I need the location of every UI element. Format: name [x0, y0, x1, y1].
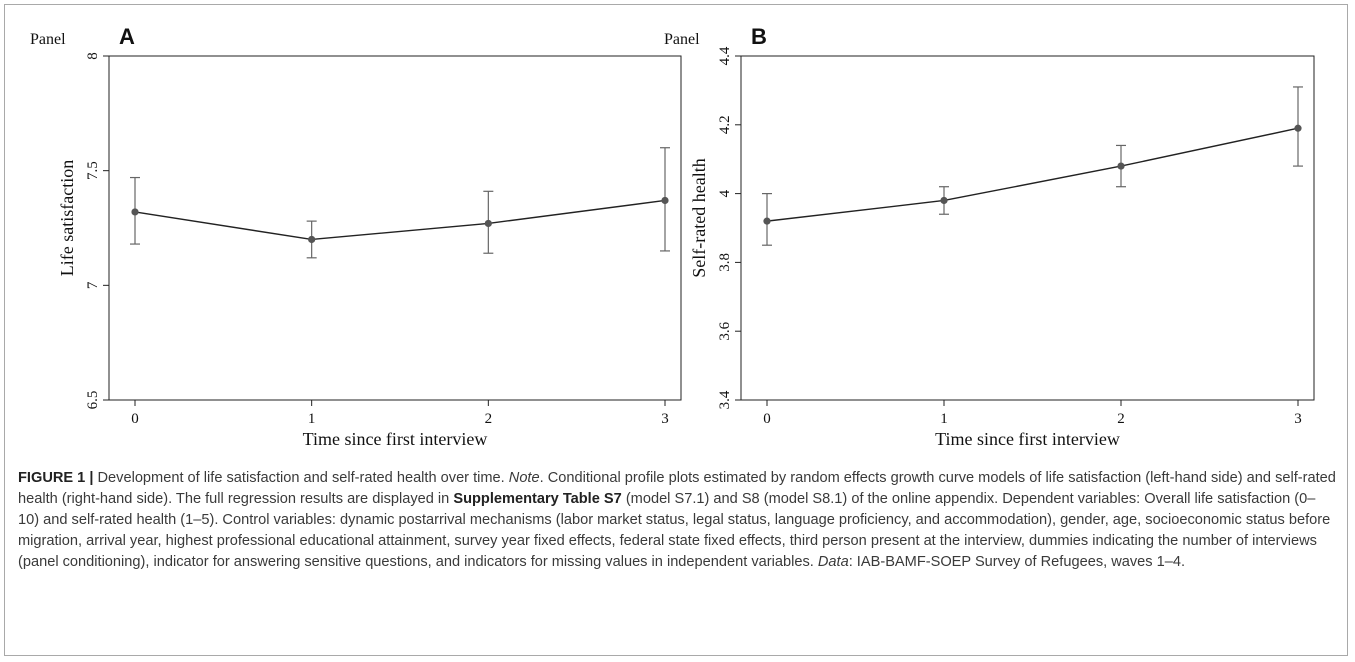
panel-b-x-tick-label: 0: [763, 411, 771, 427]
caption-text-2: . Conditional profile plots estimated by…: [18, 470, 1336, 507]
panel-a-y-tick-label: 7.5: [85, 161, 101, 180]
panel-a-y-tick-label: 7: [85, 281, 101, 289]
panel-b-plot-frame: [740, 55, 1315, 401]
panel-b-data-point: [940, 196, 948, 205]
panel-a-series-line: [134, 199, 666, 241]
panel-b-x-tick-label: 1: [940, 411, 948, 427]
panel-b-y-tick-label: 4.4: [717, 46, 733, 65]
panel-b-y-tick-label: 4: [717, 189, 733, 197]
panel-b-data-point: [763, 217, 771, 225]
panel-a-x-tick-label: 1: [308, 411, 316, 427]
panel-b-y-tick-label: 3.4: [717, 390, 733, 409]
panel-b-y-tick-label: 4.2: [717, 115, 733, 134]
figure-plots: Panel A 6.5 7 7.5 8 0 1 2 3 Time since first inter…: [30, 24, 1315, 449]
panel-a-data-point: [484, 219, 492, 228]
panel-a-y-axis-title: Life satisfaction: [57, 160, 77, 276]
caption-text-4: : IAB-BAMF-SOEP Survey of Refugees, wave…: [848, 554, 1186, 570]
panel-a-x-axis-title: Time since first interview: [303, 429, 488, 449]
panel-a-y-tick-label: 6.5: [85, 391, 101, 410]
panel-a-x-tick-label: 0: [131, 411, 139, 427]
panel-a-plot-frame: [108, 55, 682, 401]
figure-caption: FIGURE 1 | Development of life satisfact…: [18, 468, 1336, 573]
panel-a-panel-word: Panel: [30, 31, 66, 48]
caption-text-1: Development of life satisfaction and sel…: [93, 470, 509, 486]
panel-b-x-tick-label: 3: [1294, 411, 1302, 427]
figure-frame: [4, 4, 1348, 656]
panel-b-x-axis-title: Time since first interview: [935, 429, 1120, 449]
panel-a-y-tick-label: 8: [85, 52, 101, 60]
supplementary-table-link[interactable]: Supplementary Table S7: [453, 491, 622, 507]
panel-b-panel-letter: B: [751, 24, 767, 49]
panel-a-x-tick-label: 3: [661, 411, 669, 427]
caption-note-label: Note: [508, 470, 540, 486]
caption-text-3: (model S7.1) and S8 (model S8.1) of the …: [18, 491, 1331, 570]
panel-b-series-line: [766, 127, 1299, 222]
caption-data-label: Data: [817, 554, 849, 570]
panel-a-data-point: [131, 208, 139, 216]
panel-b-data-point: [1294, 124, 1302, 132]
panel-b-y-tick-label: 3.8: [717, 253, 733, 272]
panel-b-panel-word: Panel: [664, 31, 700, 48]
panel-a-x-tick-label: 2: [485, 411, 493, 427]
panel-b-y-axis-title: Self-rated health: [689, 158, 709, 277]
panel-b-x-tick-label: 2: [1117, 411, 1125, 427]
panel-a-panel-letter: A: [119, 24, 135, 49]
figure-label: FIGURE 1 |: [18, 470, 94, 486]
panel-b-data-point: [1117, 162, 1125, 170]
panel-a-data-point: [661, 196, 669, 205]
panel-a-data-point: [308, 235, 316, 244]
panel-b-y-tick-label: 3.6: [717, 321, 733, 340]
